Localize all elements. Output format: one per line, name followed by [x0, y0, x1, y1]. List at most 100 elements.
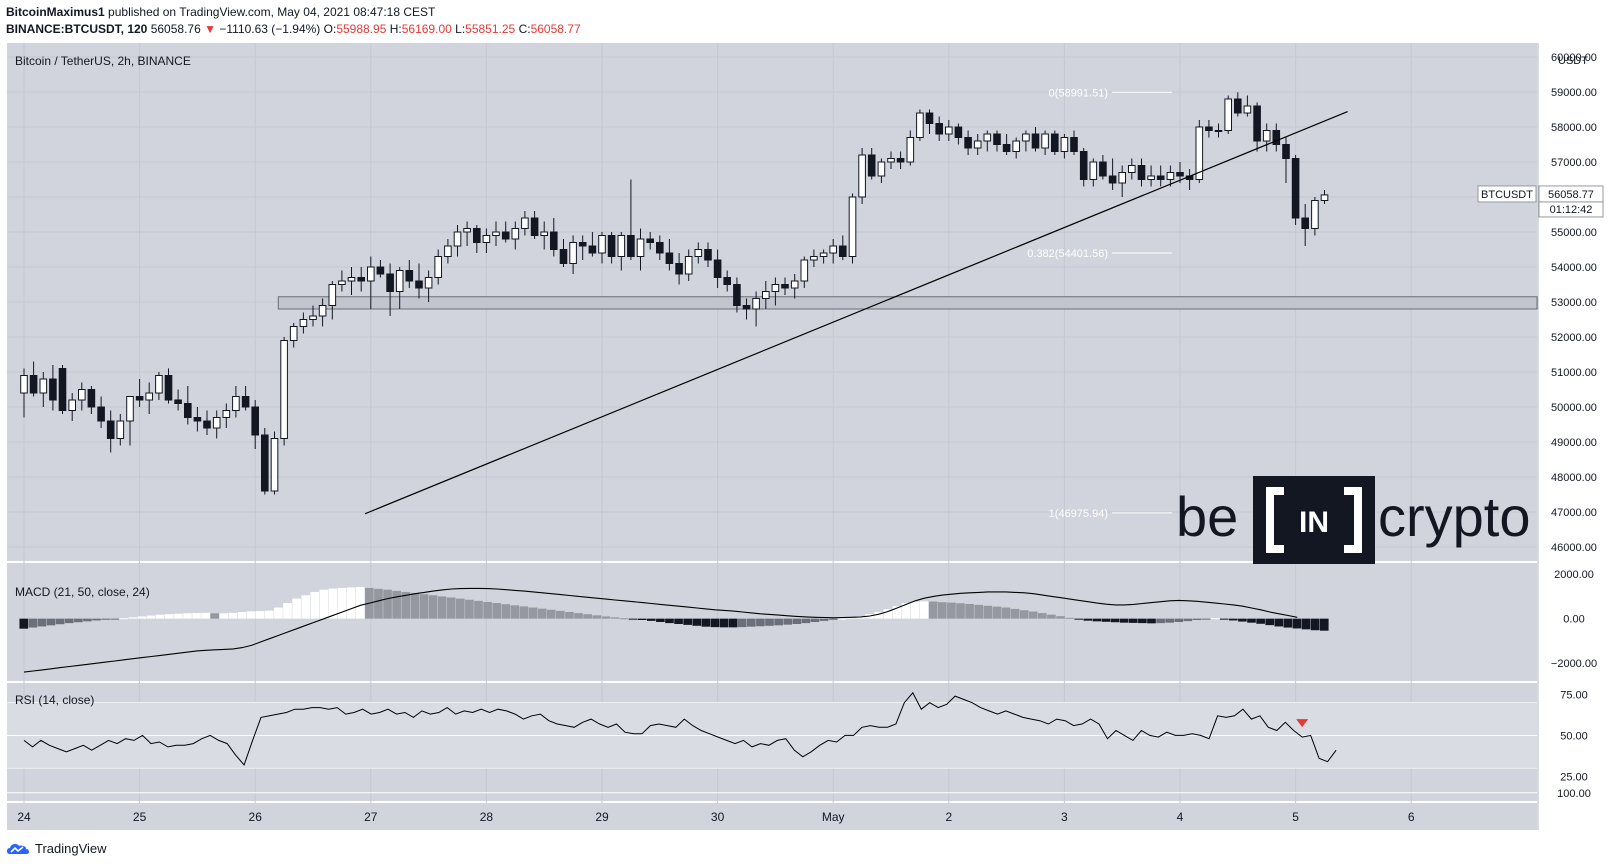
candle-up: [145, 392, 153, 401]
time-axis[interactable]: [7, 803, 1537, 830]
candle-up: [694, 249, 703, 257]
macd-histogram-bar: [92, 618, 101, 621]
candle-down: [1108, 175, 1117, 184]
watermark-bracket-right-top: [1344, 487, 1362, 495]
macd-histogram-bar: [765, 618, 774, 626]
candle-down: [184, 403, 192, 418]
macd-histogram-bar: [619, 618, 629, 620]
macd-histogram-bar: [910, 601, 920, 619]
macd-histogram-bar: [1101, 618, 1111, 622]
candle-down: [578, 242, 587, 247]
watermark-text-in: IN: [1299, 506, 1329, 539]
macd-histogram-bar: [792, 618, 802, 625]
macd-histogram-bar: [83, 618, 92, 622]
trendline[interactable]: [364, 111, 1348, 515]
price-change: −1110.63 (−1.94%): [219, 22, 321, 36]
macd-histogram-bar: [1201, 618, 1211, 620]
candle-up: [68, 399, 77, 411]
macd-histogram-bar: [537, 608, 547, 619]
candle-up: [1262, 130, 1271, 142]
macd-tick-label: 2000.00: [1554, 569, 1594, 581]
watermark-bracket-right-bottom: [1344, 545, 1362, 553]
candle-down: [656, 242, 664, 254]
candle-down: [241, 396, 250, 408]
tradingview-footer[interactable]: TradingView: [6, 840, 107, 856]
macd-histogram-bar: [737, 618, 747, 628]
time-tick-label: 25: [133, 810, 147, 824]
macd-histogram-bar: [1238, 618, 1247, 622]
author-name[interactable]: BitcoinMaximus1: [6, 5, 105, 19]
macd-title: MACD (21, 50, close, 24): [15, 585, 150, 599]
rsi-title: RSI (14, close): [15, 693, 94, 707]
symbol-tag: BTCUSDT: [1481, 189, 1533, 201]
low-label: L:: [455, 22, 466, 36]
candle-up: [463, 228, 471, 233]
candle-down: [1031, 133, 1040, 149]
candle-up: [521, 217, 529, 229]
ohlc-header: BINANCE:BTCUSDT, 120 56058.76 ▼ −1110.63…: [6, 22, 581, 36]
candle-up: [482, 235, 491, 243]
candle-up: [289, 326, 298, 341]
macd-histogram-bar: [728, 618, 738, 628]
macd-histogram-bar: [828, 618, 838, 620]
macd-histogram-bar: [592, 615, 602, 619]
price-tick-label: 52000.00: [1551, 332, 1597, 344]
macd-histogram-bar: [146, 615, 156, 619]
candle-up: [39, 378, 48, 394]
watermark-bracket-left-bottom: [1266, 545, 1284, 553]
price-tick-label: 46000.00: [1551, 542, 1597, 554]
price-tick-label: 49000.00: [1551, 437, 1597, 449]
candle-up: [598, 235, 606, 254]
macd-histogram-bar: [956, 603, 965, 619]
candle-up: [20, 375, 28, 394]
candle-down: [203, 420, 211, 429]
candle-up: [1147, 175, 1155, 180]
macd-histogram-bar: [783, 618, 793, 625]
macd-histogram-bar: [192, 613, 201, 619]
candle-up: [1166, 172, 1175, 180]
candle-down: [723, 277, 731, 285]
macd-histogram-bar: [756, 618, 765, 627]
macd-histogram-bar: [137, 616, 147, 619]
candle-up: [906, 137, 915, 163]
macd-histogram-bar: [692, 618, 702, 626]
macd-histogram-bar: [510, 605, 520, 619]
macd-histogram-bar: [155, 614, 165, 619]
macd-histogram-bar: [492, 603, 502, 619]
price-tick-label: 59000.00: [1551, 87, 1597, 99]
candle-down: [964, 137, 972, 149]
macd-histogram-bar: [1219, 618, 1229, 620]
price-tick-label: 47000.00: [1551, 507, 1597, 519]
candle-up: [771, 284, 780, 292]
candle-up: [212, 417, 221, 429]
time-tick-label: 26: [249, 810, 263, 824]
macd-histogram-bar: [1174, 618, 1184, 622]
macd-histogram-bar: [1156, 618, 1165, 624]
candle-up: [338, 280, 346, 285]
macd-histogram-bar: [274, 607, 283, 619]
macd-histogram-bar: [528, 607, 538, 619]
price-tick-label: 51000.00: [1551, 367, 1597, 379]
macd-histogram-bar: [428, 595, 438, 619]
macd-histogram-bar: [1138, 618, 1147, 624]
candle-down: [646, 238, 655, 243]
candle-down: [193, 417, 202, 422]
candle-up: [78, 389, 86, 401]
macd-tick-label: −2000.00: [1551, 658, 1597, 670]
rsi-tick-label: 25.00: [1560, 771, 1588, 783]
macd-histogram-bar: [892, 606, 902, 619]
candle-down: [742, 305, 751, 310]
candle-up: [877, 161, 886, 177]
beincrypto-logo: be IN crypto: [1176, 476, 1531, 564]
macd-histogram-bar: [1083, 618, 1093, 621]
macd-histogram-bar: [1274, 618, 1284, 627]
candle-down: [530, 217, 539, 236]
candle-down: [559, 249, 568, 264]
candle-up: [453, 231, 462, 247]
high-value: 56169.00: [401, 22, 452, 36]
macd-histogram-bar: [974, 604, 984, 619]
macd-histogram-bar: [556, 610, 565, 619]
fib-level-label: 0.382(54401.56): [1027, 248, 1108, 260]
macd-histogram-bar: [283, 603, 292, 619]
